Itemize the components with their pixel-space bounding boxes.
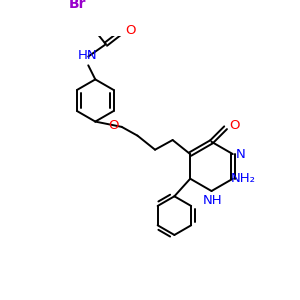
Text: NH₂: NH₂	[231, 172, 256, 185]
Text: N: N	[236, 148, 245, 160]
Text: O: O	[109, 118, 119, 132]
Text: NH: NH	[202, 194, 222, 207]
Text: O: O	[125, 24, 136, 37]
Text: Br: Br	[69, 0, 86, 11]
Text: O: O	[229, 119, 240, 133]
Text: HN: HN	[78, 49, 97, 62]
